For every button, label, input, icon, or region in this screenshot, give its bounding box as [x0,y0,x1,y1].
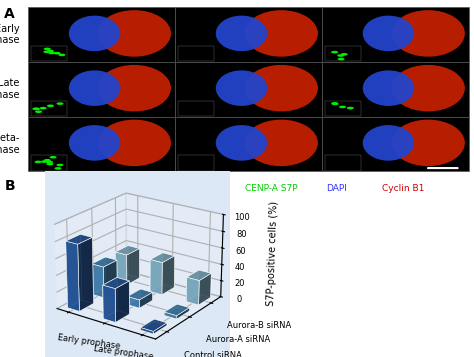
Ellipse shape [363,70,414,106]
Circle shape [40,107,47,110]
Ellipse shape [392,10,465,57]
Circle shape [58,54,65,56]
Circle shape [35,110,42,113]
Circle shape [337,58,345,60]
Bar [31,156,67,171]
Circle shape [337,54,344,57]
Circle shape [47,50,54,52]
Bar [322,62,469,117]
Bar [178,46,214,61]
Ellipse shape [363,125,414,161]
Bar [322,7,469,62]
Circle shape [341,53,348,56]
Circle shape [43,50,50,53]
Circle shape [339,106,346,108]
Bar [31,101,67,116]
Bar [31,46,67,61]
Bar [175,62,322,117]
Bar [28,117,175,171]
Text: A: A [4,7,15,21]
Ellipse shape [363,16,414,51]
Ellipse shape [69,70,120,106]
Text: Aurora-A siRNA: Aurora-A siRNA [206,0,292,2]
Text: Aurora-B siRNA: Aurora-B siRNA [354,0,438,2]
Bar [178,156,214,171]
Text: DAPI: DAPI [327,184,347,193]
Circle shape [347,107,354,109]
Bar [175,7,322,62]
Bar [28,7,175,62]
Circle shape [33,108,40,110]
Ellipse shape [69,125,120,161]
Ellipse shape [392,120,465,166]
Bar [325,101,361,116]
Bar [175,117,322,171]
Ellipse shape [216,70,267,106]
Ellipse shape [245,65,318,111]
Ellipse shape [98,65,171,111]
Circle shape [55,167,62,170]
Circle shape [47,105,54,107]
Text: Late
prophase: Late prophase [0,79,19,100]
Ellipse shape [216,16,267,51]
Circle shape [35,161,42,163]
Circle shape [44,47,51,50]
Ellipse shape [245,120,318,166]
Circle shape [46,163,54,165]
Text: Cyclin B1: Cyclin B1 [382,184,424,193]
Circle shape [41,160,48,163]
Circle shape [32,107,39,110]
Circle shape [50,156,56,159]
Text: Early
prophase: Early prophase [0,24,19,45]
Text: B: B [5,178,15,192]
Bar [28,62,175,117]
Circle shape [54,52,61,55]
Circle shape [56,164,64,166]
Circle shape [331,102,338,105]
Circle shape [48,52,55,54]
Ellipse shape [69,16,120,51]
Bar [325,156,361,171]
Ellipse shape [216,125,267,161]
Circle shape [332,102,338,105]
Circle shape [46,161,53,164]
Text: Prometa-
phase: Prometa- phase [0,133,19,155]
Circle shape [56,102,64,105]
Ellipse shape [98,120,171,166]
Ellipse shape [98,10,171,57]
Ellipse shape [392,65,465,111]
Text: CENP-A S7P: CENP-A S7P [245,184,297,193]
Bar [322,117,469,171]
Text: Control siRNA: Control siRNA [64,0,140,2]
Bar [178,101,214,116]
Circle shape [331,51,338,54]
Ellipse shape [245,10,318,57]
Circle shape [44,159,51,162]
Bar [325,46,361,61]
